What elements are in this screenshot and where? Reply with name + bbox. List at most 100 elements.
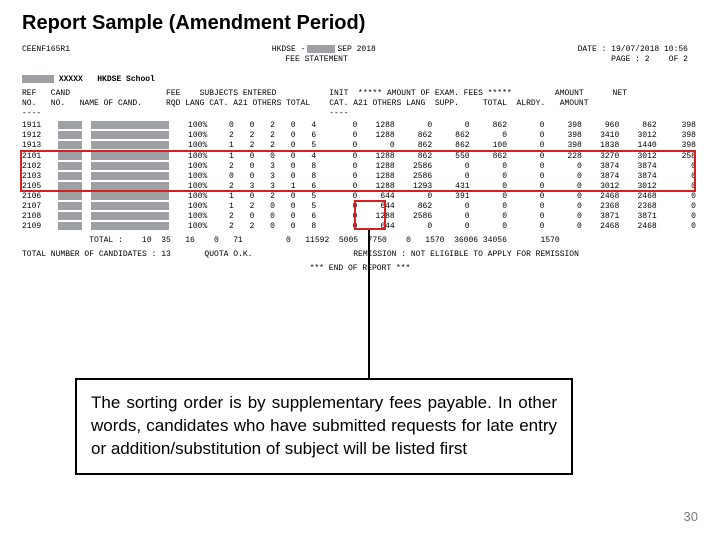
table-cell [58,141,92,151]
table-cell: 960 [582,121,619,131]
table-cell [91,172,175,182]
table-cell: 2 [234,222,255,232]
table-cell: 0 [275,121,296,131]
masked-block-icon [91,131,169,139]
table-cell: 0 [544,182,581,192]
table-cell [91,121,175,131]
table-cell: 3012 [619,131,656,141]
table-cell: 2586 [395,212,432,222]
masked-block-icon [91,121,169,129]
table-row: 2101100%10004012888625508620228327030122… [22,152,698,162]
table-cell: 3410 [582,131,619,141]
table-body: 1911100%00204012880086203989608623981912… [22,121,698,232]
table-cell: 0 [357,141,394,151]
table-cell: 3270 [582,152,619,162]
table-cell: 0 [316,152,357,162]
table-cell: 3 [254,162,275,172]
report-area: CEENF165R1 HKDSE -SEP 2018 DATE : 19/07/… [22,45,698,274]
table-cell: 398 [657,131,698,141]
table-cell: 3012 [582,182,619,192]
table-cell: 0 [275,202,296,212]
table-cell: 100% [175,131,213,141]
table-row: 1913100%1220500862862100039818381440398 [22,141,698,151]
table-cell: 2 [234,202,255,212]
table-cell: 2468 [619,192,656,202]
table-cell: 3874 [619,162,656,172]
table-cell: 1440 [619,141,656,151]
table-divider: ---- ---- [22,109,698,119]
table-cell: 2103 [22,172,58,182]
table-cell: 0 [395,192,432,202]
table-cell [91,131,175,141]
table-cell: 2106 [22,192,58,202]
table-cell: 0 [316,131,357,141]
table-cell: 3871 [582,212,619,222]
table-cell: 3874 [619,172,656,182]
masked-block-icon [91,162,169,170]
table-cell [58,182,92,192]
table-cell: 2 [254,131,275,141]
callout-box: The sorting order is by supplementary fe… [75,378,573,475]
table-cell: 0 [507,131,544,141]
table-cell: 0 [657,182,698,192]
table-cell: 1288 [357,162,394,172]
table-cell: 0 [275,192,296,202]
table-cell: 0 [507,172,544,182]
table-cell: 0 [432,162,469,172]
table-cell: 2109 [22,222,58,232]
table-cell: 100% [175,172,213,182]
table-cell: 0 [657,192,698,202]
table-row: 2102100%203080128825860000387438740 [22,162,698,172]
table-cell: 2108 [22,212,58,222]
table-cell: 0 [507,202,544,212]
table-cell: 0 [395,222,432,232]
table-cell: 100% [175,121,213,131]
table-cell: 1913 [22,141,58,151]
table-cell: 2 [254,192,275,202]
masked-block-icon [58,192,82,200]
table-cell: 0 [213,172,234,182]
table-cell: 0 [275,152,296,162]
table-cell: 0 [544,192,581,202]
masked-block-icon [91,172,169,180]
table-row: 2106100%1020506440391000246824680 [22,192,698,202]
table-cell: 862 [470,121,507,131]
table-cell: 1288 [357,121,394,131]
table-cell: 398 [657,141,698,151]
masked-block-icon [58,172,82,180]
masked-block-icon [22,75,54,83]
table-cell [58,152,92,162]
table-row: 2108100%200060128825860000387138710 [22,212,698,222]
table-cell: 228 [544,152,581,162]
table-cell: 0 [234,121,255,131]
table-cell: 4 [296,152,317,162]
table-cell: 0 [657,162,698,172]
date-label: DATE : 19/07/2018 10:56 [578,45,688,55]
table-cell: 100% [175,162,213,172]
table-cell: 2586 [395,162,432,172]
table-cell: 0 [275,222,296,232]
table-cell: 6 [296,182,317,192]
table-cell: 1 [275,182,296,192]
table-cell [91,212,175,222]
table-header-1: REF CAND FEE SUBJECTS ENTERED INIT *****… [22,89,698,99]
table-cell: 8 [296,172,317,182]
callout-connector-line [368,230,370,380]
table-cell: 0 [507,222,544,232]
table-cell: 1288 [357,131,394,141]
table-cell: 2102 [22,162,58,172]
table-cell: 2101 [22,152,58,162]
table-cell: 862 [619,121,656,131]
table-cell: 2107 [22,202,58,212]
table-row: 2103100%003080128825860000387438740 [22,172,698,182]
table-cell: 0 [316,192,357,202]
table-cell: 0 [275,172,296,182]
table-cell: 1288 [357,212,394,222]
slide-title: Report Sample (Amendment Period) [0,0,720,41]
masked-block-icon [58,182,82,190]
table-cell: 1 [213,202,234,212]
table-cell: 8 [296,162,317,172]
table-cell: 2105 [22,182,58,192]
table-cell: 1288 [357,182,394,192]
table-cell: 5 [296,192,317,202]
